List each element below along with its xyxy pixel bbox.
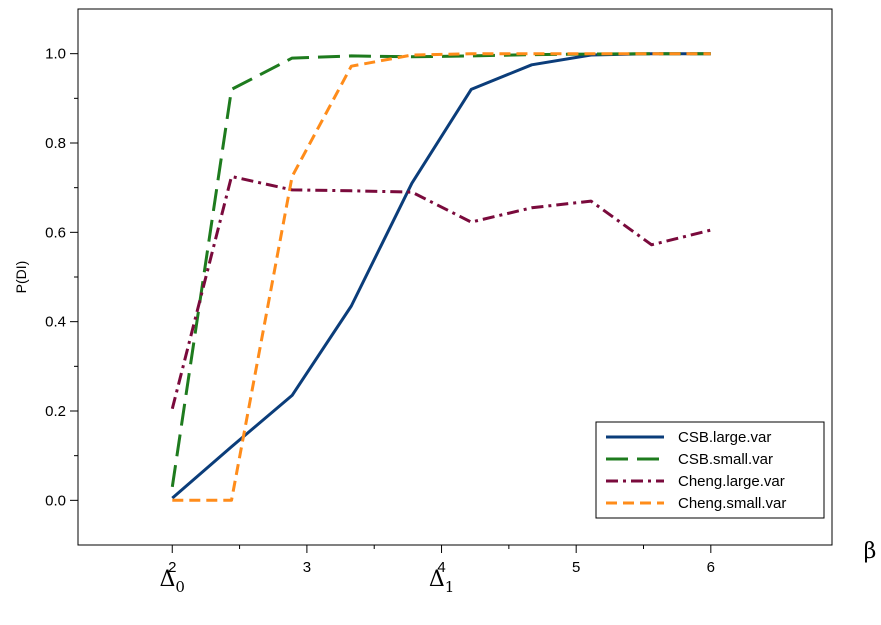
x-tick-label: 6 (707, 559, 715, 576)
x-tick-label: 5 (572, 559, 580, 576)
x-tick-label: 4 (437, 559, 445, 576)
y-tick-label: 0.6 (45, 224, 66, 241)
y-tick-label: 0.4 (45, 314, 66, 331)
series-layer (170, 52, 712, 502)
y-tick-label: 0.0 (45, 492, 66, 509)
legend-label: CSB.large.var (678, 429, 771, 446)
x-axis-label: β (864, 539, 877, 564)
legend: CSB.large.var CSB.small.var Cheng.large.va… (595, 421, 825, 519)
y-tick-label: 0.2 (45, 403, 66, 420)
x-tick-label: 2 (168, 559, 176, 576)
x-tick-label: 3 (303, 559, 311, 576)
x-annotation: Δ0 (160, 567, 185, 596)
y-tick-label: 0.8 (45, 135, 66, 152)
series-line-CSB.small.var (170, 52, 711, 488)
legend-label: Cheng.small.var (678, 495, 786, 512)
series-line-Cheng.small.var (172, 52, 711, 502)
legend-label: CSB.small.var (678, 451, 773, 468)
axis-layer: 0.0 0.2 0.4 0.6 0.8 1.0 2 3 4 5 6 (45, 46, 715, 576)
series-line-Cheng.large.var (170, 175, 712, 410)
y-tick-label: 1.0 (45, 46, 66, 63)
y-axis-label: P(DI) (13, 261, 29, 294)
legend-label: Cheng.large.var (678, 473, 785, 490)
x-annotation: Δ1 (429, 567, 454, 596)
x-annotations: Δ0 Δ1 (160, 567, 455, 596)
